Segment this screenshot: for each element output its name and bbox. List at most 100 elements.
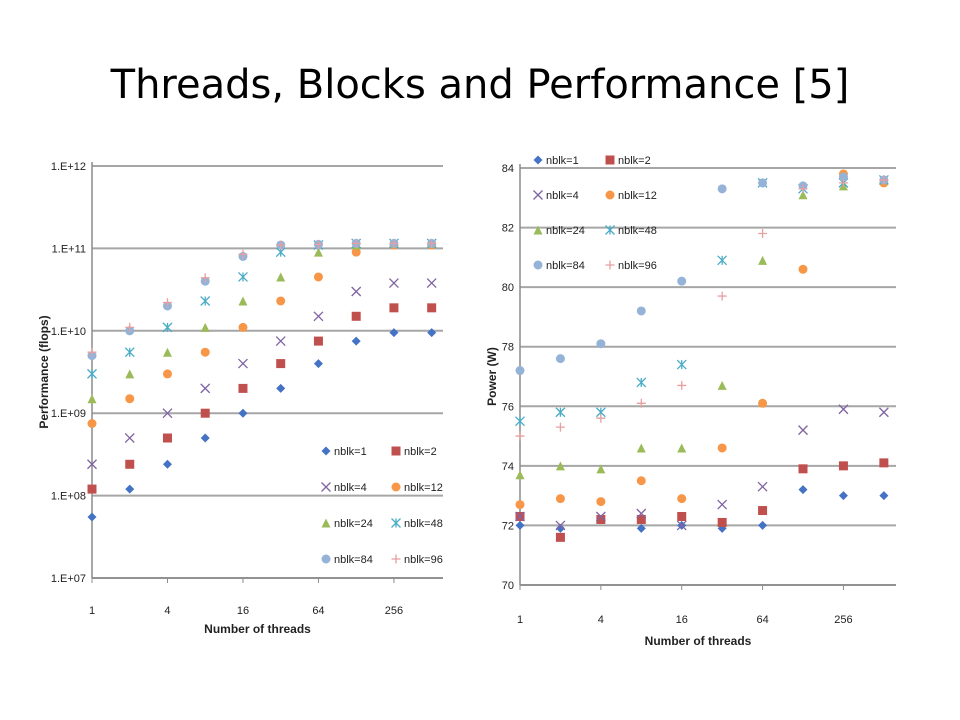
y-tick-label: 1.E+11 <box>52 243 86 255</box>
y-tick-label: 76 <box>502 401 514 413</box>
data-point <box>515 366 525 376</box>
data-point <box>515 500 525 510</box>
data-point <box>124 433 135 443</box>
data-point <box>162 347 172 357</box>
legend-label: nblk=96 <box>618 260 657 272</box>
data-point <box>636 306 646 316</box>
legend-marker <box>391 518 401 528</box>
data-point <box>162 408 173 419</box>
legend-marker <box>321 446 331 456</box>
data-point <box>351 286 362 297</box>
legend-label: nblk=2 <box>618 155 651 167</box>
data-point <box>351 336 361 346</box>
legend-label: nblk=1 <box>546 155 579 167</box>
data-point <box>758 398 768 408</box>
data-point <box>758 229 768 239</box>
legend-label: nblk=84 <box>546 260 585 272</box>
data-point <box>676 520 687 531</box>
data-point <box>677 276 687 286</box>
data-point <box>162 298 172 308</box>
data-point <box>238 296 248 306</box>
data-point <box>238 272 248 282</box>
x-axis-title: Number of threads <box>204 622 311 636</box>
data-point <box>125 322 135 332</box>
data-point <box>758 178 768 188</box>
legend-marker <box>605 155 615 165</box>
legend-label: nblk=24 <box>546 225 585 237</box>
data-point <box>200 273 210 283</box>
y-tick-label: 1.E+09 <box>51 408 86 420</box>
data-point <box>313 336 323 346</box>
data-point <box>879 175 889 185</box>
data-point <box>838 491 848 501</box>
legend-label: nblk=4 <box>334 482 367 494</box>
data-point <box>427 328 437 338</box>
data-point <box>596 514 606 524</box>
data-point <box>555 523 565 533</box>
data-point <box>757 481 768 492</box>
y-tick-label: 84 <box>502 163 514 175</box>
y-tick-label: 72 <box>502 520 514 532</box>
data-point <box>162 459 172 469</box>
data-point <box>596 464 606 474</box>
legend-marker <box>391 554 401 564</box>
data-point <box>758 520 768 530</box>
data-point <box>515 416 525 427</box>
legend-label: nblk=84 <box>334 554 373 566</box>
data-point <box>798 485 808 495</box>
data-point <box>596 339 606 349</box>
data-point <box>238 249 248 259</box>
x-tick-label: 64 <box>312 605 324 617</box>
data-point <box>276 240 286 250</box>
data-point <box>238 322 248 332</box>
legend-marker <box>321 518 331 528</box>
y-tick-label: 70 <box>502 580 514 592</box>
y-tick-label: 1.E+08 <box>51 491 86 503</box>
data-point <box>636 377 647 388</box>
data-point <box>389 238 399 248</box>
data-point <box>879 491 889 501</box>
data-point <box>389 303 399 313</box>
data-point <box>351 247 361 257</box>
data-point <box>677 494 687 504</box>
legend-label: nblk=1 <box>334 446 367 458</box>
data-point <box>555 422 565 432</box>
x-tick-label: 1 <box>517 614 523 626</box>
data-point <box>87 347 97 357</box>
slide-title: Threads, Blocks and Performance [5] <box>110 62 850 108</box>
data-point <box>677 380 687 390</box>
data-point <box>238 383 248 393</box>
data-point <box>515 511 525 522</box>
data-point <box>676 359 687 370</box>
data-point <box>351 311 361 321</box>
legend-label: nblk=4 <box>546 190 579 202</box>
legend-marker <box>605 190 615 200</box>
data-point <box>313 359 323 369</box>
data-point <box>636 523 646 533</box>
data-point <box>555 494 565 504</box>
legend-marker <box>391 482 401 492</box>
data-point <box>125 459 135 469</box>
x-tick-label: 16 <box>237 605 249 617</box>
legend-label: nblk=24 <box>334 518 373 530</box>
data-point <box>162 433 172 443</box>
data-point <box>276 272 286 282</box>
legend-label: nblk=96 <box>404 554 443 566</box>
data-point <box>555 354 565 364</box>
x-tick-label: 4 <box>598 614 604 626</box>
data-point <box>313 311 324 322</box>
x-tick-label: 64 <box>756 614 768 626</box>
legend-marker <box>533 260 543 270</box>
data-point <box>351 238 361 248</box>
data-point <box>555 461 565 471</box>
data-point <box>717 184 727 194</box>
data-point <box>87 418 97 428</box>
data-point <box>798 190 808 200</box>
data-point <box>636 508 647 519</box>
data-point <box>515 431 525 441</box>
data-point <box>636 514 646 524</box>
data-point <box>162 322 173 333</box>
y-axis-title: Performance (flops) <box>37 315 51 428</box>
